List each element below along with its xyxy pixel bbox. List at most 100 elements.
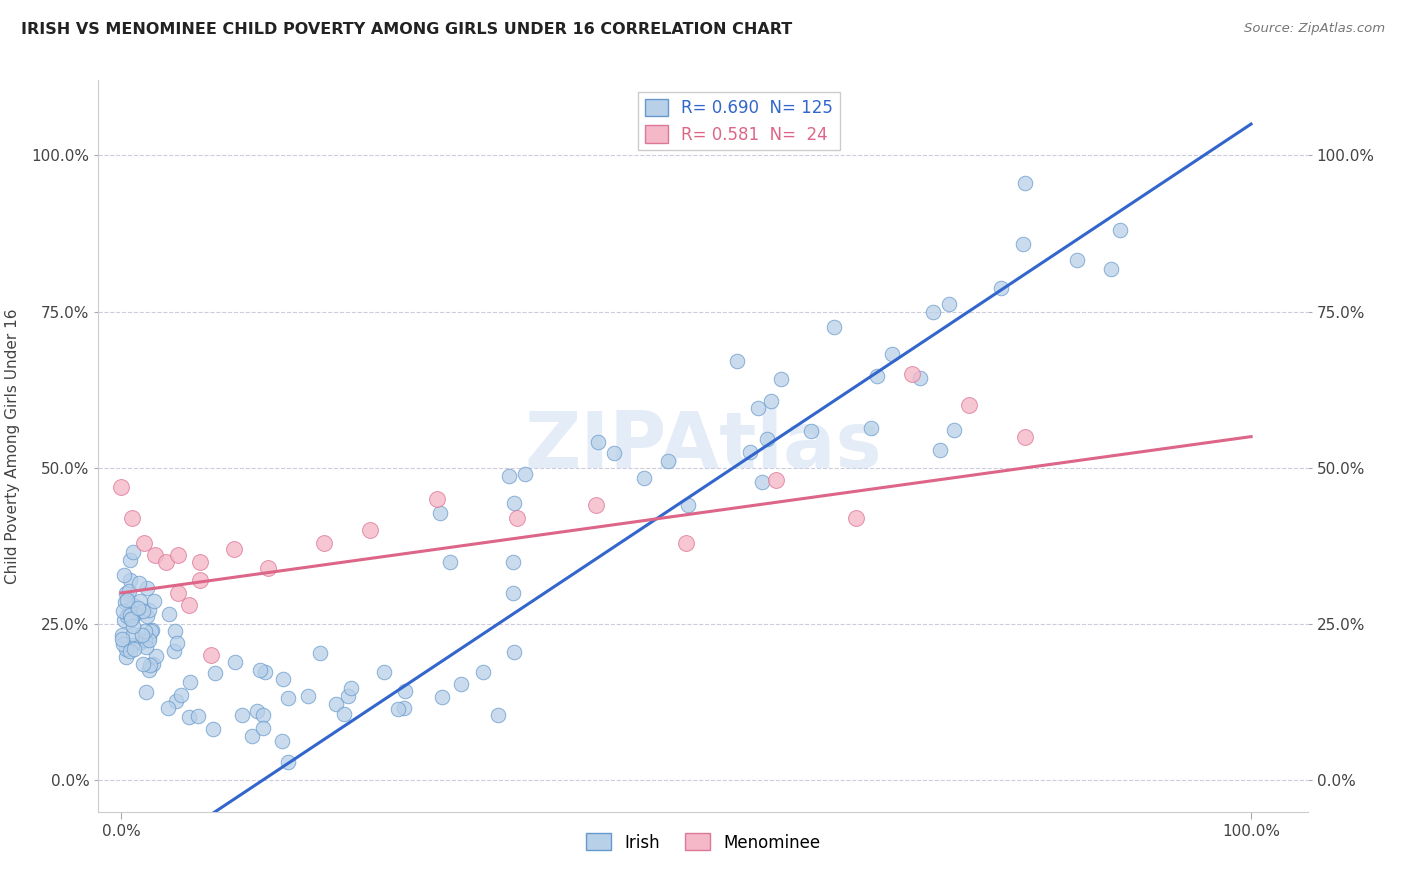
Point xyxy=(166,549,188,563)
Point xyxy=(121,511,143,525)
Point xyxy=(128,594,150,608)
Point xyxy=(325,697,347,711)
Point xyxy=(756,432,779,446)
Point xyxy=(257,561,280,575)
Point xyxy=(114,595,136,609)
Point xyxy=(254,665,277,679)
Point xyxy=(115,586,138,600)
Point xyxy=(502,586,524,600)
Point xyxy=(942,423,965,437)
Point xyxy=(439,555,461,569)
Point xyxy=(156,701,179,715)
Point xyxy=(115,650,138,665)
Point xyxy=(187,709,209,723)
Point xyxy=(110,480,132,494)
Point xyxy=(747,401,769,415)
Point xyxy=(472,665,495,679)
Point xyxy=(271,733,294,747)
Point xyxy=(131,628,153,642)
Point xyxy=(115,609,138,624)
Point xyxy=(314,536,336,550)
Point xyxy=(676,498,699,512)
Point xyxy=(450,677,472,691)
Point xyxy=(859,420,882,434)
Point xyxy=(1099,262,1122,277)
Point xyxy=(938,297,960,311)
Point xyxy=(143,549,166,563)
Point xyxy=(127,601,149,615)
Point xyxy=(141,624,163,639)
Point xyxy=(157,607,180,622)
Point xyxy=(675,536,697,550)
Point xyxy=(502,555,524,569)
Point xyxy=(112,568,135,582)
Point xyxy=(929,443,952,458)
Point xyxy=(738,445,761,459)
Point xyxy=(129,635,152,649)
Point xyxy=(339,681,361,695)
Point xyxy=(131,604,153,618)
Point xyxy=(163,624,186,638)
Point xyxy=(359,524,381,538)
Y-axis label: Child Poverty Among Girls Under 16: Child Poverty Among Girls Under 16 xyxy=(6,309,20,583)
Point xyxy=(1014,429,1036,443)
Point xyxy=(1066,252,1088,267)
Point xyxy=(426,492,449,507)
Point xyxy=(200,648,222,663)
Point xyxy=(134,633,156,648)
Point xyxy=(177,710,200,724)
Point xyxy=(111,604,134,618)
Point xyxy=(845,511,868,525)
Point xyxy=(145,648,167,663)
Point xyxy=(134,624,156,638)
Point xyxy=(486,707,509,722)
Point xyxy=(121,638,143,652)
Point xyxy=(115,641,138,656)
Point xyxy=(132,536,155,550)
Point xyxy=(1109,223,1132,237)
Point xyxy=(166,586,188,600)
Point xyxy=(823,320,845,334)
Point xyxy=(124,607,146,621)
Point xyxy=(135,640,157,654)
Point xyxy=(429,506,451,520)
Point xyxy=(725,353,748,368)
Point xyxy=(142,657,165,671)
Point xyxy=(502,496,524,510)
Point xyxy=(138,658,160,673)
Point xyxy=(273,672,295,686)
Point xyxy=(515,467,537,481)
Point xyxy=(120,612,142,626)
Point xyxy=(759,394,782,409)
Point xyxy=(177,599,200,613)
Point xyxy=(751,475,773,490)
Point xyxy=(121,611,143,625)
Point xyxy=(657,454,679,468)
Point xyxy=(231,708,253,723)
Point xyxy=(163,643,186,657)
Point xyxy=(115,593,138,607)
Point xyxy=(143,594,166,608)
Point xyxy=(277,755,299,769)
Point xyxy=(394,701,416,715)
Point xyxy=(169,688,191,702)
Text: ZIPAtlas: ZIPAtlas xyxy=(524,408,882,484)
Point xyxy=(252,708,274,723)
Point xyxy=(252,722,274,736)
Point xyxy=(603,446,626,460)
Point xyxy=(135,685,157,699)
Point xyxy=(179,675,201,690)
Point xyxy=(222,542,245,557)
Point xyxy=(132,657,155,671)
Point xyxy=(799,424,821,438)
Point xyxy=(1012,236,1035,251)
Point xyxy=(122,545,145,559)
Point xyxy=(277,691,299,706)
Point xyxy=(135,609,157,624)
Point xyxy=(188,574,211,588)
Point xyxy=(121,601,143,615)
Point xyxy=(901,367,924,381)
Point xyxy=(135,581,157,595)
Legend: Irish, Menominee: Irish, Menominee xyxy=(579,827,827,858)
Point xyxy=(118,573,141,587)
